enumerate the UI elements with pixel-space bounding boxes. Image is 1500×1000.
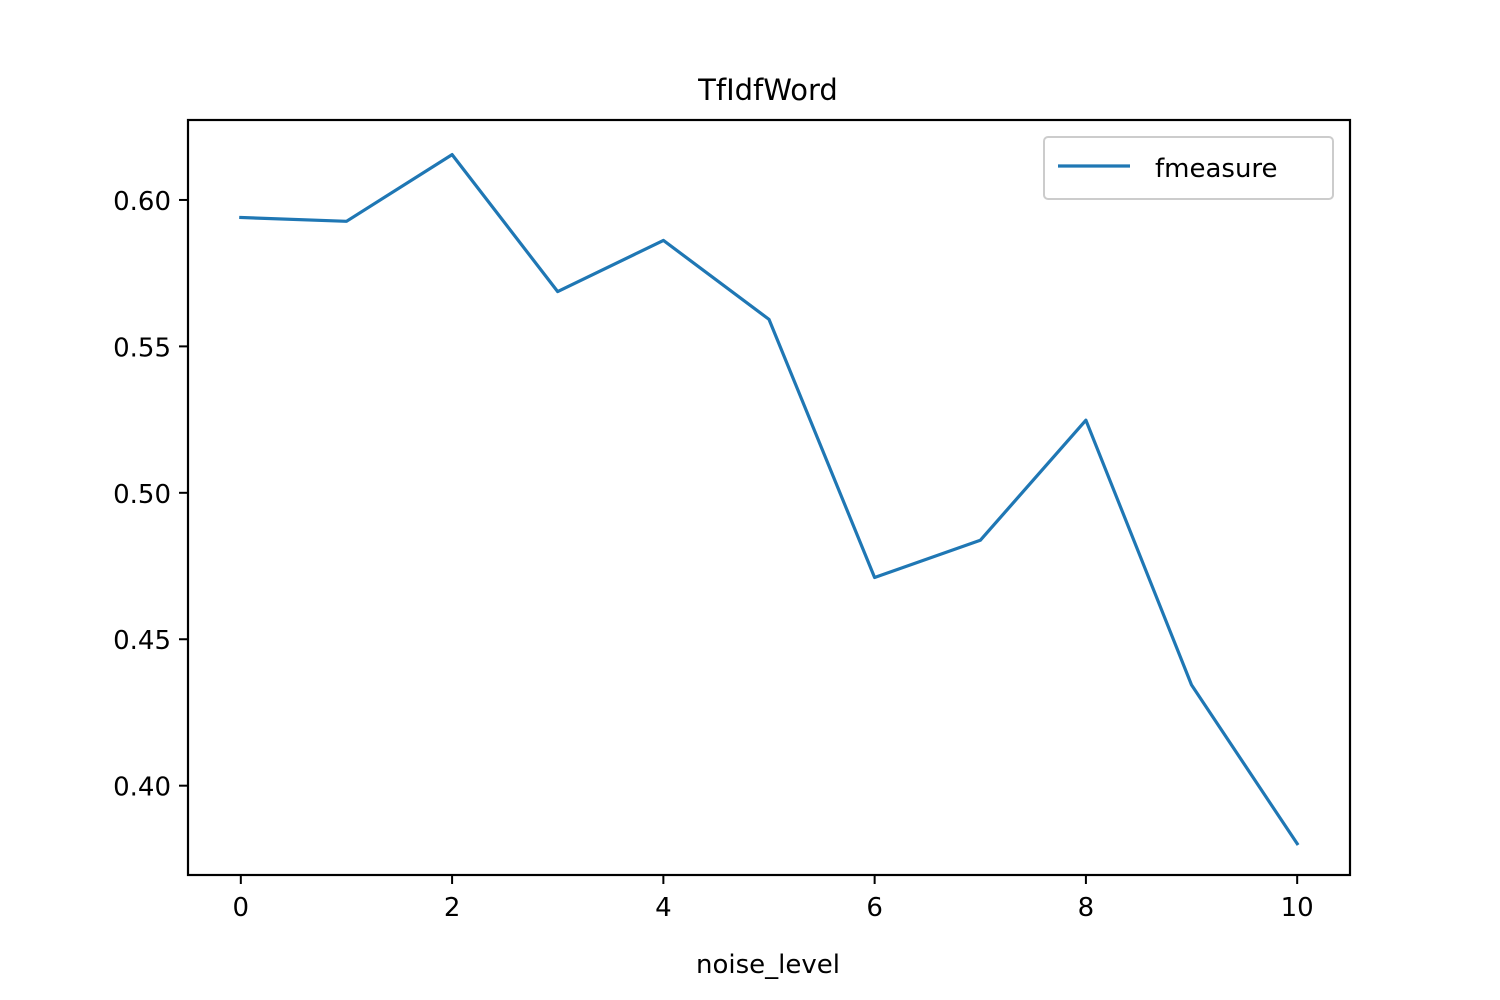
x-tick-label: 6 bbox=[866, 893, 883, 923]
series-line-fmeasure bbox=[239, 153, 1300, 846]
plot-frame bbox=[186, 118, 1352, 877]
y-tick-label: 0.40 bbox=[113, 773, 171, 803]
x-tick-label: 10 bbox=[1281, 893, 1314, 923]
chart-title: TfIdfWord bbox=[697, 73, 838, 107]
y-axis: 0.40 0.45 0.50 0.55 0.60 bbox=[113, 187, 188, 803]
y-tick-label: 0.45 bbox=[113, 626, 171, 656]
y-tick-label: 0.55 bbox=[113, 333, 171, 363]
x-tick-label: 0 bbox=[233, 893, 250, 923]
legend-label-fmeasure: fmeasure bbox=[1155, 154, 1278, 184]
y-tick-label: 0.50 bbox=[113, 480, 171, 510]
x-axis: 0 2 4 6 8 10 bbox=[233, 875, 1314, 923]
legend-box bbox=[1043, 136, 1334, 200]
y-tick-label: 0.60 bbox=[113, 187, 171, 217]
x-tick-label: 2 bbox=[444, 893, 461, 923]
x-axis-label: noise_level bbox=[696, 950, 840, 980]
x-tick-label: 8 bbox=[1078, 893, 1095, 923]
x-tick-label: 4 bbox=[655, 893, 672, 923]
legend: fmeasure bbox=[1043, 136, 1334, 200]
plot-area bbox=[239, 153, 1300, 846]
